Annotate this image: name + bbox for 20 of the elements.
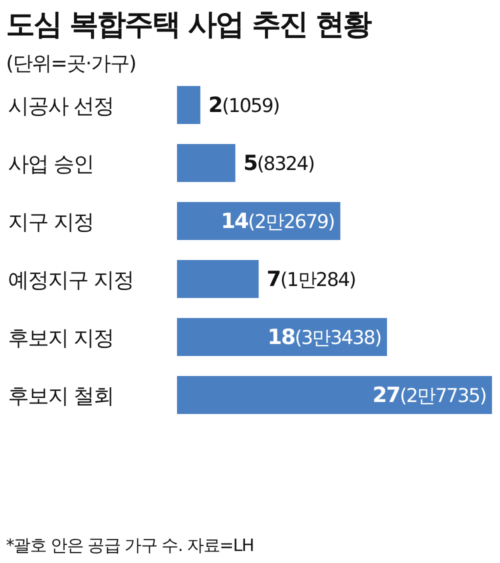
- text: *괄호 안은 공급 가구 수. 자료=LH: [6, 536, 254, 556]
- y-tick-label: 사업 승인: [8, 152, 94, 176]
- y-tick-label: 후보지 철회: [8, 384, 114, 408]
- bar: [177, 86, 200, 124]
- y-tick-label: 예정지구 지정: [8, 268, 134, 292]
- bar: [177, 260, 259, 298]
- data-label: 7(1만284): [266, 267, 356, 291]
- bar: [177, 144, 236, 182]
- bar: [177, 318, 387, 356]
- chart-subtitle: (단위=곳·가구): [6, 51, 136, 75]
- bar: [177, 376, 492, 414]
- data-label: 18(3만3438): [267, 325, 381, 349]
- chart-title: 도심 복합주택 사업 추진 현황: [6, 7, 372, 41]
- data-label: 27(2만7735): [372, 383, 486, 407]
- y-tick-label: 후보지 지정: [8, 326, 114, 350]
- data-label: 14(2만2679): [220, 209, 334, 233]
- data-label: 5(8324): [243, 151, 314, 175]
- y-tick-label: 지구 지정: [8, 210, 94, 234]
- y-tick-label: 시공사 선정: [8, 94, 114, 118]
- data-label: 2(1059): [208, 93, 280, 117]
